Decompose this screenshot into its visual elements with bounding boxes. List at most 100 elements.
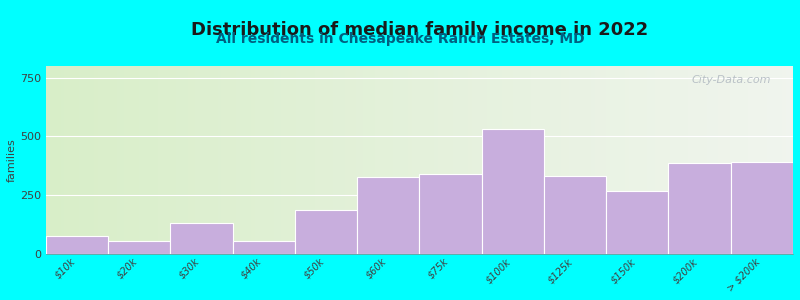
- Bar: [482, 129, 544, 254]
- Bar: [173, 66, 177, 254]
- Bar: [678, 66, 681, 254]
- Bar: [76, 66, 79, 254]
- Bar: [87, 66, 90, 254]
- Bar: [278, 66, 281, 254]
- Bar: [778, 66, 782, 254]
- Bar: [461, 66, 464, 254]
- Bar: [337, 66, 341, 254]
- Bar: [233, 241, 295, 254]
- Bar: [108, 241, 170, 254]
- Bar: [102, 66, 106, 254]
- Bar: [486, 66, 490, 254]
- Bar: [270, 66, 274, 254]
- Bar: [479, 66, 483, 254]
- Title: Distribution of median family income in 2022: Distribution of median family income in …: [190, 21, 648, 39]
- Bar: [405, 66, 408, 254]
- Bar: [752, 66, 756, 254]
- Bar: [584, 66, 587, 254]
- Bar: [363, 66, 367, 254]
- Bar: [786, 66, 790, 254]
- Bar: [408, 66, 412, 254]
- Bar: [756, 66, 759, 254]
- Bar: [726, 66, 730, 254]
- Bar: [591, 66, 595, 254]
- Bar: [229, 66, 233, 254]
- Bar: [419, 174, 482, 254]
- Bar: [330, 66, 334, 254]
- Bar: [188, 66, 191, 254]
- Bar: [394, 66, 397, 254]
- Bar: [378, 66, 382, 254]
- Bar: [374, 66, 378, 254]
- Bar: [669, 163, 730, 254]
- Bar: [266, 66, 270, 254]
- Bar: [236, 66, 240, 254]
- Bar: [128, 66, 132, 254]
- Text: City-Data.com: City-Data.com: [691, 75, 770, 85]
- Bar: [647, 66, 651, 254]
- Bar: [202, 66, 206, 254]
- Bar: [314, 66, 318, 254]
- Bar: [472, 66, 475, 254]
- Bar: [643, 66, 647, 254]
- Bar: [554, 66, 558, 254]
- Bar: [401, 66, 405, 254]
- Bar: [345, 66, 348, 254]
- Bar: [296, 66, 300, 254]
- Bar: [371, 66, 374, 254]
- Bar: [509, 66, 513, 254]
- Bar: [718, 66, 722, 254]
- Bar: [730, 66, 734, 254]
- Bar: [258, 66, 262, 254]
- Bar: [295, 210, 357, 254]
- Bar: [334, 66, 337, 254]
- Bar: [210, 66, 214, 254]
- Bar: [94, 66, 98, 254]
- Bar: [300, 66, 303, 254]
- Bar: [573, 66, 576, 254]
- Bar: [689, 66, 692, 254]
- Bar: [539, 66, 542, 254]
- Bar: [121, 66, 124, 254]
- Bar: [419, 66, 423, 254]
- Bar: [98, 66, 102, 254]
- Bar: [113, 66, 117, 254]
- Bar: [367, 66, 371, 254]
- Bar: [50, 66, 53, 254]
- Bar: [730, 162, 793, 254]
- Bar: [170, 223, 233, 253]
- Bar: [531, 66, 535, 254]
- Bar: [763, 66, 767, 254]
- Bar: [382, 66, 386, 254]
- Bar: [154, 66, 158, 254]
- Bar: [544, 176, 606, 254]
- Bar: [233, 66, 236, 254]
- Bar: [602, 66, 606, 254]
- Bar: [430, 66, 434, 254]
- Bar: [177, 66, 180, 254]
- Bar: [57, 66, 61, 254]
- Bar: [397, 66, 401, 254]
- Bar: [199, 66, 202, 254]
- Bar: [218, 66, 222, 254]
- Bar: [498, 66, 502, 254]
- Bar: [46, 236, 108, 254]
- Bar: [158, 66, 162, 254]
- Bar: [162, 66, 166, 254]
- Bar: [434, 66, 438, 254]
- Bar: [681, 66, 685, 254]
- Bar: [326, 66, 330, 254]
- Bar: [124, 66, 128, 254]
- Bar: [191, 66, 195, 254]
- Bar: [139, 66, 143, 254]
- Bar: [674, 66, 678, 254]
- Bar: [666, 66, 670, 254]
- Bar: [357, 177, 419, 254]
- Bar: [348, 66, 352, 254]
- Bar: [606, 191, 669, 254]
- Bar: [759, 66, 763, 254]
- Bar: [464, 66, 468, 254]
- Bar: [214, 66, 218, 254]
- Bar: [244, 66, 247, 254]
- Bar: [132, 66, 135, 254]
